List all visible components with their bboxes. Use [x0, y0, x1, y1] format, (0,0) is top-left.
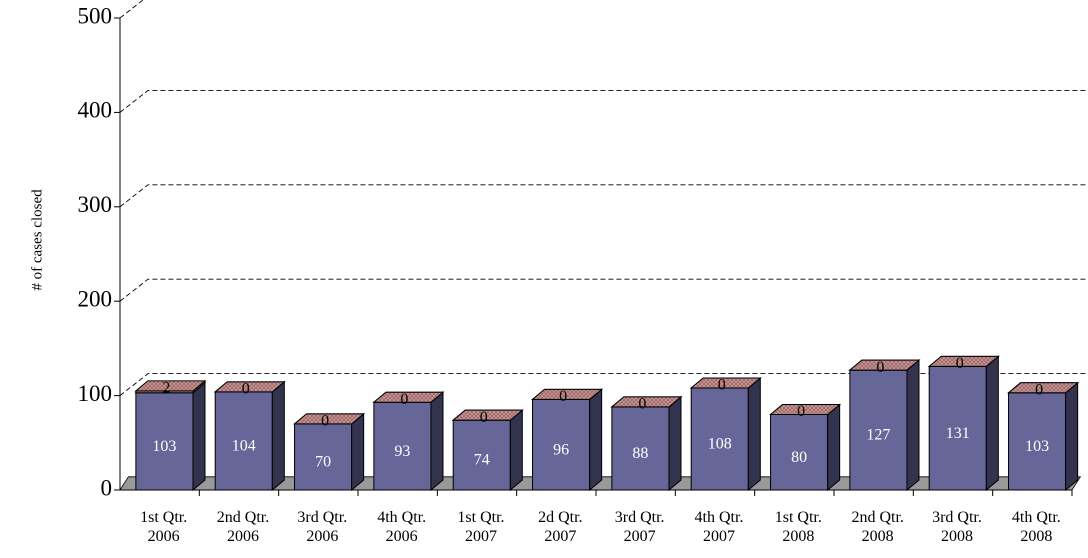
bar-face: [848, 359, 921, 371]
grid-line: [119, 278, 1088, 302]
bar-face: [1007, 382, 1080, 394]
bar-face: [531, 388, 604, 400]
value-label: 0: [321, 413, 329, 430]
y-tick-label: 100: [78, 381, 113, 406]
bar: [927, 355, 1000, 367]
bar-face: [192, 381, 206, 492]
bar: [1007, 381, 1080, 492]
bar: [1007, 382, 1080, 394]
bar: [134, 379, 207, 394]
bar-face: [293, 413, 366, 425]
value-label: 70: [315, 454, 331, 471]
x-tick-label: 3rd Qtr. 2006: [297, 509, 348, 545]
value-label: 0: [956, 355, 964, 372]
bar-face: [271, 380, 285, 492]
x-tick-label: 4th Qtr. 2006: [377, 509, 427, 545]
value-label: 0: [559, 388, 567, 405]
x-tick-label: 4th Qtr. 2008: [1011, 509, 1061, 545]
value-label: 108: [708, 436, 732, 453]
x-tick-label: 1st Qtr. 2008: [774, 509, 822, 545]
bar-face: [906, 359, 920, 492]
value-label: 0: [718, 377, 726, 394]
y-tick-label: 0: [101, 475, 113, 500]
value-label: 88: [632, 445, 648, 462]
bar: [610, 396, 683, 408]
bar: [927, 355, 1000, 492]
value-label: 74: [474, 452, 490, 469]
value-label: 0: [797, 403, 805, 420]
value-label: 103: [152, 438, 176, 455]
bar-face: [1065, 381, 1079, 492]
value-label: 0: [876, 359, 884, 376]
grid-line: [119, 89, 1088, 113]
bar: [689, 377, 762, 389]
x-tick-label: 3rd Qtr. 2007: [614, 509, 665, 545]
value-label: 2: [162, 380, 170, 397]
grid-line: [119, 373, 1088, 396]
value-label: 0: [242, 380, 250, 397]
bar-face: [610, 396, 683, 408]
bar: [848, 359, 921, 371]
bar: [689, 376, 762, 492]
bar-face: [589, 388, 603, 492]
bar: [134, 381, 207, 492]
bar-face: [509, 409, 523, 492]
y-tick-label: 200: [78, 286, 113, 311]
bar-face: [668, 395, 682, 492]
bar: [213, 380, 286, 492]
x-tick-label: 1st Qtr. 2006: [140, 509, 188, 545]
bar-face: [134, 380, 207, 392]
x-tick-label: 2nd Qtr. 2006: [216, 509, 270, 545]
y-tick-label: 400: [78, 98, 113, 123]
bar: [213, 381, 286, 393]
bar: [848, 359, 921, 492]
value-label: 96: [553, 441, 569, 458]
value-label: 0: [480, 409, 488, 426]
bar: [769, 403, 842, 415]
bar-face: [769, 403, 842, 415]
value-label: 103: [1025, 438, 1049, 455]
bar: [293, 413, 366, 425]
value-label: 0: [638, 396, 646, 413]
bar-face: [213, 381, 286, 393]
value-label: 0: [1035, 381, 1043, 398]
bar-face: [747, 376, 761, 492]
x-tick-label: 3rd Qtr. 2008: [932, 509, 982, 545]
bar: [451, 409, 524, 421]
bar-face: [689, 377, 762, 389]
bar-face: [351, 412, 365, 492]
x-tick-label: 1st Qtr. 2007: [457, 509, 505, 545]
value-label: 0: [400, 391, 408, 408]
y-tick-label: 500: [78, 3, 113, 28]
bar-face: [372, 391, 445, 403]
x-tick-label: 2d Qtr. 2007: [538, 509, 583, 545]
y-tick-label: 300: [78, 192, 113, 217]
value-label: 127: [866, 427, 890, 444]
bar-face: [827, 403, 841, 492]
value-label: 104: [232, 438, 256, 455]
value-label: 131: [946, 425, 970, 442]
x-tick-label: 2nd Qtr. 2008: [851, 509, 904, 545]
bar: [531, 388, 604, 400]
bar: [372, 391, 445, 403]
value-label: 80: [791, 449, 807, 466]
y-axis-label: # of cases closed: [29, 189, 45, 291]
bar-face: [451, 409, 524, 421]
grid-line: [119, 0, 144, 19]
grid-line: [119, 184, 1088, 208]
x-tick-label: 4th Qtr. 2007: [694, 509, 744, 545]
bar-face: [927, 355, 1000, 367]
value-label: 93: [394, 443, 410, 460]
bar-face: [430, 391, 444, 492]
bar-face: [985, 355, 999, 492]
